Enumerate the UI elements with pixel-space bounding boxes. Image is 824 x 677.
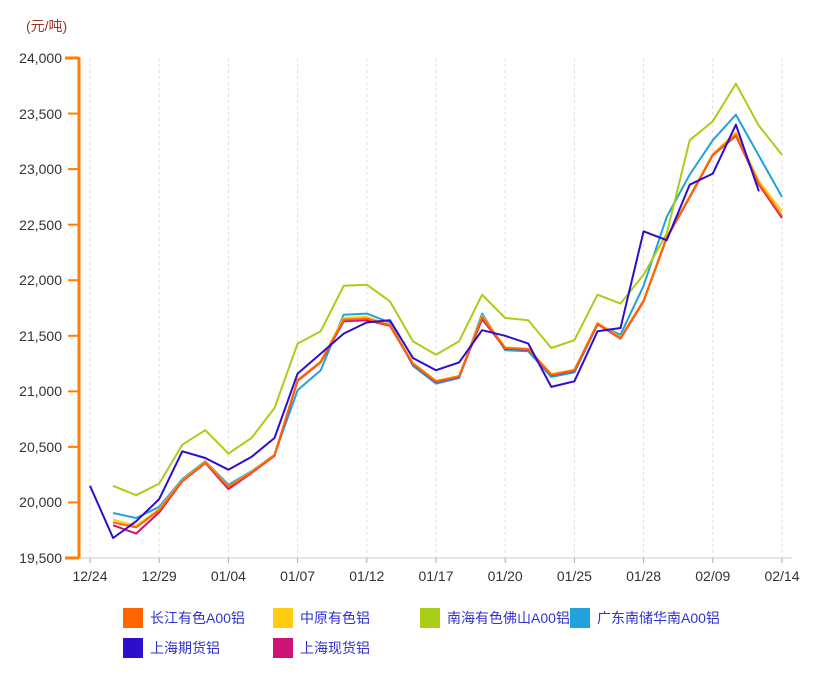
x-tick-label: 02/09 [695, 568, 731, 584]
legend-label: 广东南储华南A00铝 [597, 610, 720, 626]
x-tick-label: 12/29 [141, 568, 177, 584]
legend-swatch-icon [123, 608, 143, 628]
legend-item-4: 上海期货铝 [123, 637, 220, 659]
y-tick-label: 21,000 [19, 383, 62, 400]
x-tick-label: 01/28 [626, 568, 662, 584]
legend-swatch-icon [420, 608, 440, 628]
x-tick-label: 01/07 [280, 568, 316, 584]
y-tick-label: 21,500 [19, 327, 62, 344]
legend-item-0: 长江有色A00铝 [123, 607, 245, 629]
legend-swatch-icon [273, 608, 293, 628]
legend-item-3: 广东南储华南A00铝 [570, 607, 720, 629]
x-tick-label: 01/20 [487, 568, 523, 584]
legend-swatch-icon [123, 638, 143, 658]
legend-label: 中原有色铝 [300, 610, 370, 626]
x-tick-label: 01/25 [556, 568, 592, 584]
y-tick-label: 20,000 [19, 494, 62, 511]
x-tick-label: 01/17 [418, 568, 454, 584]
y-tick-label: 19,500 [19, 550, 62, 566]
legend-label: 上海现货铝 [300, 640, 370, 656]
legend-label: 长江有色A00铝 [150, 610, 245, 626]
legend-item-2: 南海有色佛山A00铝 [420, 607, 570, 629]
legend-item-1: 中原有色铝 [273, 607, 370, 629]
x-tick-label: 01/04 [210, 568, 246, 584]
legend-swatch-icon [570, 608, 590, 628]
legend-label: 南海有色佛山A00铝 [447, 610, 570, 626]
legend-label: 上海期货铝 [150, 640, 220, 656]
legend-item-5: 上海现货铝 [273, 637, 370, 659]
y-tick-label: 22,000 [19, 272, 62, 289]
y-tick-label: 20,500 [19, 438, 62, 455]
series-line-2 [112, 82, 783, 497]
y-tick-label: 22,500 [19, 216, 62, 233]
x-tick-label: 01/12 [349, 568, 385, 584]
y-tick-label: 23,000 [19, 161, 62, 178]
series-line-4 [89, 123, 760, 539]
x-tick-label: 02/14 [764, 568, 800, 584]
y-tick-label: 23,500 [19, 105, 62, 122]
x-tick-label: 12/24 [72, 568, 108, 584]
y-axis-unit-label: (元/吨) [26, 18, 68, 34]
series-line-5 [112, 134, 783, 535]
legend-swatch-icon [273, 638, 293, 658]
y-tick-label: 24,000 [19, 50, 62, 66]
